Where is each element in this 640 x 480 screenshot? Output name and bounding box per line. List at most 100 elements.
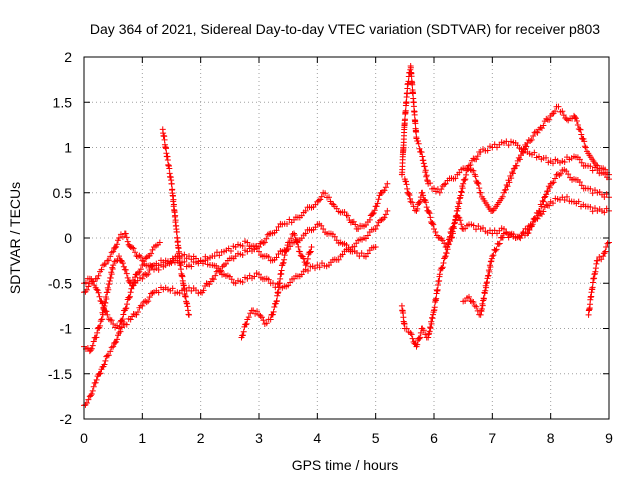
data-point: [251, 246, 258, 253]
data-point: [128, 285, 135, 292]
data-point: [181, 251, 188, 258]
data-point: [228, 276, 235, 283]
data-point: [169, 255, 176, 262]
data-point: [307, 248, 314, 255]
data-point: [442, 180, 449, 187]
data-point: [136, 252, 143, 259]
data-point: [94, 287, 101, 294]
data-point: [85, 396, 92, 403]
data-point: [211, 253, 218, 260]
data-point: [411, 111, 418, 118]
data-point: [561, 158, 568, 165]
data-point: [294, 239, 301, 246]
x-tick-label: 8: [547, 430, 555, 446]
data-point: [502, 186, 509, 193]
series-track-8: [398, 63, 612, 196]
data-point: [99, 300, 106, 307]
data-point: [247, 310, 254, 317]
data-point: [413, 129, 420, 136]
data-point: [604, 240, 611, 247]
data-point: [123, 234, 130, 241]
data-point: [476, 185, 483, 192]
data-point: [416, 200, 423, 207]
data-point: [273, 297, 280, 304]
data-point: [87, 347, 94, 354]
data-point: [122, 305, 129, 312]
data-point: [425, 209, 432, 216]
data-point: [581, 138, 588, 145]
data-point: [102, 299, 109, 306]
data-point: [258, 314, 265, 321]
data-point: [117, 328, 124, 335]
data-point: [240, 328, 247, 335]
data-point: [492, 247, 499, 254]
data-point: [377, 217, 384, 224]
data-point: [366, 216, 373, 223]
data-point: [110, 262, 117, 269]
data-point: [155, 289, 162, 296]
x-tick-label: 4: [313, 430, 321, 446]
data-point: [448, 234, 455, 241]
data-point: [298, 212, 305, 219]
data-point: [472, 173, 479, 180]
data-point: [239, 242, 246, 249]
data-point: [430, 221, 437, 228]
data-point: [146, 294, 153, 301]
data-point: [210, 276, 217, 283]
data-point: [559, 108, 566, 115]
data-point: [565, 171, 572, 178]
x-tick-label: 5: [372, 430, 380, 446]
data-point: [471, 302, 478, 309]
data-point: [381, 214, 388, 221]
data-point: [318, 193, 325, 200]
data-point: [149, 290, 156, 297]
data-point: [176, 253, 183, 260]
data-point: [347, 219, 354, 226]
data-point: [420, 192, 427, 199]
data-point: [98, 266, 105, 273]
data-point: [143, 299, 150, 306]
data-point: [89, 342, 96, 349]
data-point: [550, 200, 556, 207]
data-point: [409, 199, 416, 206]
data-point: [578, 182, 585, 189]
data-point: [256, 271, 262, 278]
y-tick-label: 2: [64, 49, 72, 65]
x-tick-label: 0: [80, 430, 88, 446]
data-point: [403, 181, 410, 188]
data-point: [260, 317, 267, 324]
data-point: [460, 180, 467, 187]
data-point: [137, 254, 144, 261]
data-point: [404, 185, 411, 192]
data-point: [331, 233, 338, 240]
series-track-7: [398, 193, 612, 350]
x-tick-label: 3: [255, 430, 263, 446]
data-point: [382, 184, 389, 191]
data-point: [167, 258, 174, 265]
data-point: [602, 248, 609, 255]
data-point: [463, 171, 470, 178]
data-point: [113, 338, 120, 345]
data-point: [546, 202, 553, 209]
data-point: [244, 239, 251, 246]
data-point: [473, 156, 480, 163]
data-point: [578, 131, 585, 138]
data-point: [193, 287, 199, 294]
data-point: [603, 244, 610, 251]
data-point: [517, 235, 524, 242]
data-point: [145, 270, 152, 277]
data-point: [546, 116, 553, 123]
data-point: [123, 305, 130, 312]
data-point: [372, 244, 379, 251]
data-point: [139, 275, 146, 282]
data-point: [108, 344, 115, 351]
data-point: [495, 241, 502, 248]
data-point: [549, 110, 556, 117]
data-point: [335, 256, 342, 263]
data-point: [293, 238, 300, 245]
data-point: [304, 255, 311, 262]
y-tick-label: -1.5: [48, 366, 72, 382]
data-point: [286, 239, 293, 246]
data-point: [280, 259, 287, 266]
data-point: [126, 293, 133, 300]
